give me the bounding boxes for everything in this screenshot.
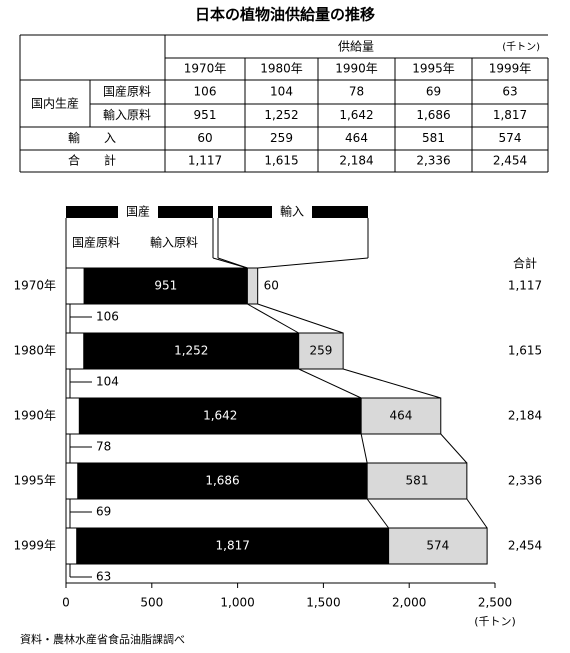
column-header: 1990年 — [335, 62, 378, 76]
connector — [440, 433, 468, 464]
table-cell: 1,615 — [264, 154, 298, 168]
x-tick-label: 2,000 — [392, 596, 426, 610]
table-cell: 1,817 — [493, 108, 527, 122]
bar-segment — [83, 332, 300, 370]
value-label: 259 — [309, 344, 332, 358]
totals-header: 合計 — [513, 256, 537, 271]
table-cell: 581 — [422, 131, 445, 145]
total-label: 2,336 — [508, 474, 542, 488]
table-cell: 104 — [270, 85, 293, 99]
table-cell: 63 — [502, 85, 517, 99]
bracket — [217, 257, 248, 269]
value-label: 60 — [264, 279, 279, 293]
value-label: 464 — [390, 409, 413, 423]
y-tick-label: 1990年 — [13, 409, 56, 423]
table-cell: 106 — [194, 85, 217, 99]
table-cell: 1,686 — [416, 108, 450, 122]
connector — [466, 498, 488, 529]
x-tick-label: 2,500 — [478, 596, 512, 610]
value-label: 1,252 — [174, 344, 208, 358]
table-cell: 78 — [349, 85, 364, 99]
value-label: 104 — [96, 375, 119, 389]
x-axis-label: (千トン) — [474, 615, 516, 628]
value-label: 1,817 — [216, 539, 250, 553]
legend-label-bg — [118, 204, 158, 220]
column-header: 1970年 — [184, 62, 227, 76]
value-label: 78 — [96, 440, 111, 454]
bar-segment — [65, 527, 78, 565]
total-label: 1,615 — [508, 344, 542, 358]
column-header: 1999年 — [489, 62, 532, 76]
table-header: 供給量 — [338, 40, 374, 54]
y-tick-label: 1995年 — [13, 474, 56, 488]
bar-segment — [65, 332, 85, 370]
legend-item: 国産原料 — [72, 235, 120, 250]
table-cell: 69 — [426, 85, 441, 99]
bar-segment — [246, 267, 259, 305]
column-header: 1995年 — [412, 62, 455, 76]
legend-item: 輸入 — [280, 204, 304, 219]
title: 日本の植物油供給量の推移 — [195, 6, 375, 24]
row-label: 国産原料 — [103, 84, 151, 99]
value-label: 1,642 — [203, 409, 237, 423]
x-tick-label: 1,500 — [306, 596, 340, 610]
total-label: 2,454 — [508, 539, 542, 553]
connector — [257, 303, 344, 334]
bar-segment — [77, 462, 368, 500]
bar-segment — [65, 462, 79, 500]
table-cell: 464 — [345, 131, 368, 145]
table-cell: 2,336 — [416, 154, 450, 168]
table-cell: 2,184 — [339, 154, 373, 168]
row-label: 輸入原料 — [103, 107, 151, 122]
table-cell: 574 — [499, 131, 522, 145]
row-group: 国内生産 — [31, 96, 79, 111]
source: 資料・農林水産省食品油脂課調べ — [20, 632, 185, 646]
table-cell: 259 — [270, 131, 293, 145]
value-label: 69 — [96, 505, 111, 519]
table-cell: 1,252 — [264, 108, 298, 122]
column-header: 1980年 — [260, 62, 303, 76]
table-cell: 1,642 — [339, 108, 373, 122]
row-label: 輸 入 — [68, 130, 116, 145]
x-tick-label: 0 — [62, 596, 70, 610]
connector — [360, 433, 368, 464]
bar-segment — [65, 267, 85, 305]
legend-item: 輸入原料 — [150, 235, 198, 250]
y-tick-label: 1980年 — [13, 344, 56, 358]
y-tick-label: 1970年 — [13, 279, 56, 293]
value-label: 581 — [406, 474, 429, 488]
value-label: 574 — [426, 539, 449, 553]
bar-segment — [366, 462, 468, 500]
value-label: 951 — [154, 279, 177, 293]
connector — [342, 368, 441, 399]
legend-label-bg — [272, 204, 312, 220]
bar-segment — [298, 332, 344, 370]
bar-segment — [388, 527, 488, 565]
legend-group: 国産 — [126, 204, 150, 219]
value-label: 1,686 — [205, 474, 239, 488]
connector — [298, 368, 362, 399]
bar-segment — [83, 267, 248, 305]
bar-segment — [78, 397, 362, 435]
y-tick-label: 1999年 — [13, 539, 56, 553]
bracket — [257, 257, 369, 269]
value-label: 106 — [96, 310, 119, 324]
bar-segment — [360, 397, 442, 435]
table-unit: (千トン) — [502, 41, 540, 53]
table-cell: 1,117 — [188, 154, 222, 168]
value-label: 63 — [96, 570, 111, 584]
table-cell: 60 — [197, 131, 212, 145]
x-tick-label: 500 — [140, 596, 163, 610]
connector — [247, 303, 299, 334]
table-cell: 951 — [194, 108, 217, 122]
row-label: 合 計 — [68, 153, 116, 168]
total-label: 1,117 — [508, 279, 542, 293]
connector — [366, 498, 390, 529]
table-cell: 2,454 — [493, 154, 527, 168]
bar-segment — [65, 397, 80, 435]
total-label: 2,184 — [508, 409, 542, 423]
x-tick-label: 1,000 — [220, 596, 254, 610]
